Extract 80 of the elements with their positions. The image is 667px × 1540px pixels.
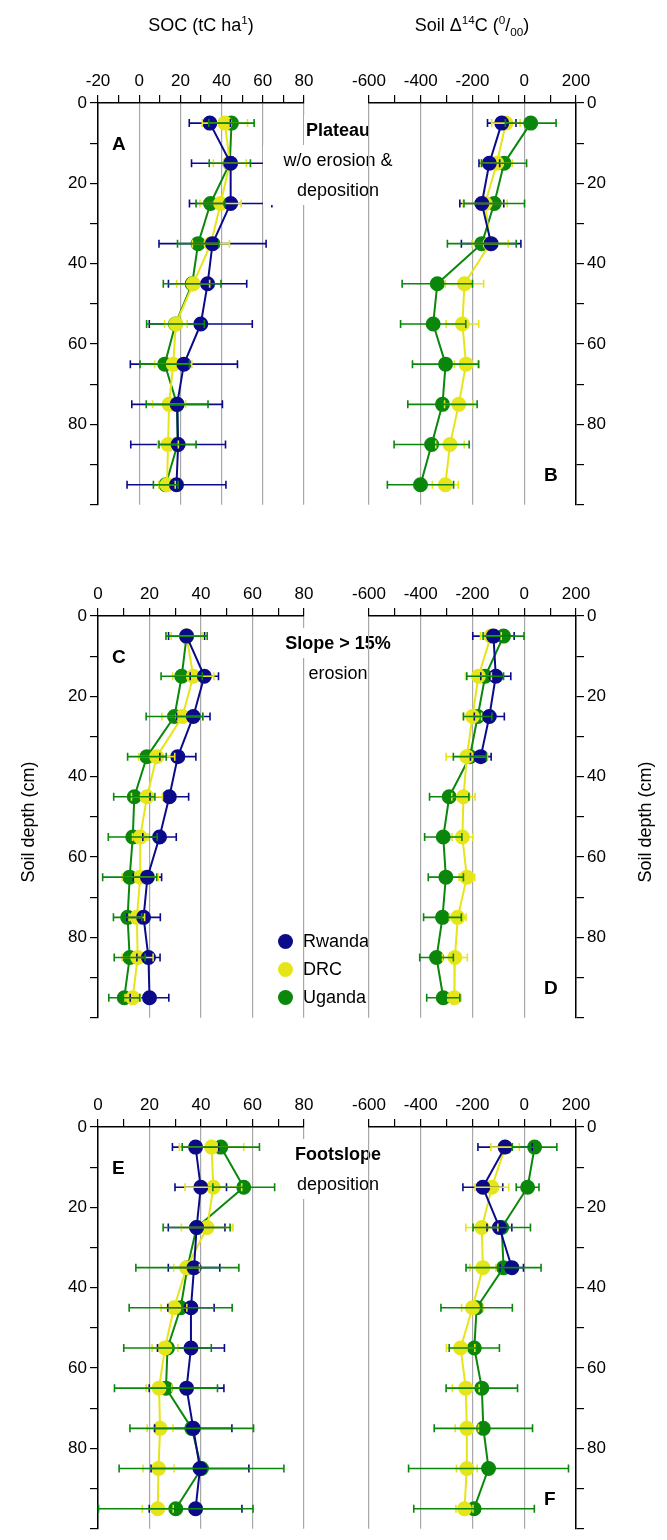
y-tick-label: 20 xyxy=(68,173,87,193)
y-tick-label: 20 xyxy=(587,1197,606,1217)
x-tick-label: 40 xyxy=(191,1095,211,1115)
legend-label: Rwanda xyxy=(303,930,370,953)
y-tick-label: 40 xyxy=(68,1277,87,1297)
x-tick-label: -400 xyxy=(403,1095,438,1115)
y-axis-title: Soil depth (cm) xyxy=(17,760,39,883)
annotation: F xyxy=(544,1488,556,1510)
annotation: C xyxy=(112,646,126,668)
y-tick-label: 60 xyxy=(587,333,606,353)
y-tick-label: 0 xyxy=(77,92,87,112)
x-tick-label: -20 xyxy=(85,71,111,91)
annotation: D xyxy=(544,977,558,999)
y-tick-label: 20 xyxy=(587,173,606,193)
x-tick-label: -400 xyxy=(403,71,438,91)
text: deposition xyxy=(294,1169,382,1199)
y-tick-label: 60 xyxy=(68,846,87,866)
y-tick-label: 40 xyxy=(587,1277,606,1297)
text: Slope > 15% xyxy=(283,628,393,658)
x-tick-label: -600 xyxy=(351,584,387,604)
y-tick-label: 20 xyxy=(68,686,87,706)
y-tick-label: 60 xyxy=(68,1357,87,1377)
x-tick-label: 80 xyxy=(294,584,314,604)
x-tick-label: 0 xyxy=(134,71,144,91)
y-tick-label: 0 xyxy=(587,1116,597,1136)
x-tick-label: -600 xyxy=(351,71,387,91)
annotation: A xyxy=(112,133,126,155)
y-tick-label: 60 xyxy=(587,1357,606,1377)
x-tick-label: 0 xyxy=(93,1095,103,1115)
y-tick-label: 0 xyxy=(587,605,597,625)
x-axis-title: SOC (tC ha$^{1}$) xyxy=(148,13,254,36)
x-tick-label: 0 xyxy=(519,71,529,91)
x-tick-label: -400 xyxy=(403,584,438,604)
x-tick-label: 20 xyxy=(140,1095,159,1115)
x-tick-label: -600 xyxy=(351,1095,387,1115)
text: erosion xyxy=(306,658,370,688)
y-tick-label: 20 xyxy=(587,686,606,706)
legend-label: Uganda xyxy=(303,986,367,1009)
text: w/o erosion & deposition xyxy=(263,145,413,205)
y-tick-label: 80 xyxy=(587,927,606,947)
y-tick-label: 80 xyxy=(587,414,606,434)
y-tick-label: 40 xyxy=(587,766,606,786)
x-tick-label: 20 xyxy=(170,71,190,91)
x-tick-label: -200 xyxy=(455,584,490,604)
text: Footslope xyxy=(293,1139,383,1169)
annotation: B xyxy=(544,464,558,486)
y-axis-title: Soil depth (cm) xyxy=(634,760,656,883)
y-tick-label: 80 xyxy=(68,927,87,947)
x-axis-title: Soil Δ$^{14}$C ($^{0}$/$_{00}$) xyxy=(414,13,530,38)
x-tick-label: 0 xyxy=(519,584,529,604)
x-tick-label: 40 xyxy=(191,584,211,604)
y-tick-label: 80 xyxy=(68,414,87,434)
x-tick-label: 60 xyxy=(243,1095,262,1115)
x-tick-label: 60 xyxy=(243,584,262,604)
annotation: E xyxy=(112,1157,125,1179)
y-tick-label: 80 xyxy=(68,1438,87,1458)
text: Plateau xyxy=(303,115,373,145)
y-tick-label: 0 xyxy=(77,605,87,625)
x-tick-label: 0 xyxy=(519,1095,529,1115)
y-tick-label: 60 xyxy=(68,333,87,353)
y-tick-label: 0 xyxy=(77,1116,87,1136)
x-tick-label: 80 xyxy=(294,71,314,91)
y-tick-label: 40 xyxy=(68,253,87,273)
x-tick-label: 60 xyxy=(253,71,273,91)
x-tick-label: 200 xyxy=(561,71,591,91)
legend-label: DRC xyxy=(303,958,342,981)
y-tick-label: 0 xyxy=(587,92,597,112)
x-tick-label: 200 xyxy=(561,1095,591,1115)
y-tick-label: 80 xyxy=(587,1438,606,1458)
x-tick-label: 40 xyxy=(212,71,232,91)
y-tick-label: 40 xyxy=(68,766,87,786)
y-tick-label: 60 xyxy=(587,846,606,866)
y-tick-label: 20 xyxy=(68,1197,87,1217)
x-tick-label: 200 xyxy=(561,584,591,604)
x-tick-label: 0 xyxy=(93,584,103,604)
x-tick-label: 20 xyxy=(140,584,159,604)
y-tick-label: 40 xyxy=(587,253,606,273)
x-tick-label: 80 xyxy=(294,1095,314,1115)
x-tick-label: -200 xyxy=(455,71,490,91)
x-tick-label: -200 xyxy=(455,1095,490,1115)
